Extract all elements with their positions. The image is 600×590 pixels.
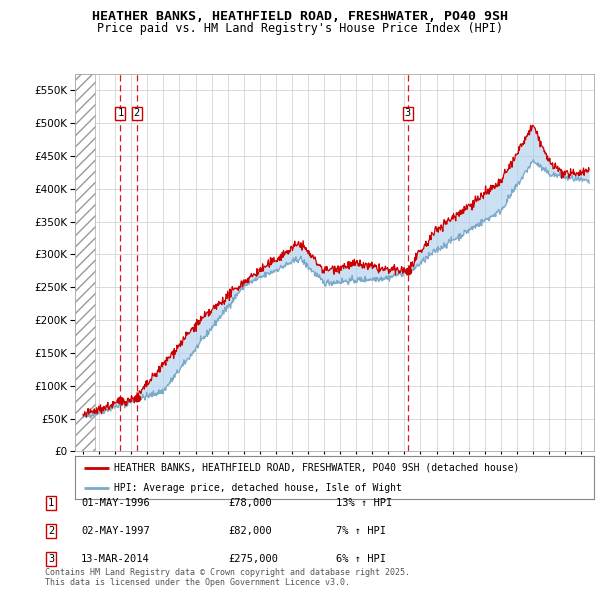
Text: 1: 1: [48, 498, 54, 507]
Text: Price paid vs. HM Land Registry's House Price Index (HPI): Price paid vs. HM Land Registry's House …: [97, 22, 503, 35]
Text: 13% ↑ HPI: 13% ↑ HPI: [336, 498, 392, 507]
Text: HEATHER BANKS, HEATHFIELD ROAD, FRESHWATER, PO40 9SH (detached house): HEATHER BANKS, HEATHFIELD ROAD, FRESHWAT…: [114, 463, 519, 473]
Text: 01-MAY-1996: 01-MAY-1996: [81, 498, 150, 507]
Text: 1: 1: [118, 109, 124, 119]
Text: £78,000: £78,000: [228, 498, 272, 507]
Text: 3: 3: [48, 554, 54, 563]
Text: HEATHER BANKS, HEATHFIELD ROAD, FRESHWATER, PO40 9SH: HEATHER BANKS, HEATHFIELD ROAD, FRESHWAT…: [92, 10, 508, 23]
Text: £82,000: £82,000: [228, 526, 272, 536]
Text: 02-MAY-1997: 02-MAY-1997: [81, 526, 150, 536]
Text: 2: 2: [133, 109, 140, 119]
Text: 7% ↑ HPI: 7% ↑ HPI: [336, 526, 386, 536]
Text: HPI: Average price, detached house, Isle of Wight: HPI: Average price, detached house, Isle…: [114, 483, 402, 493]
Text: 2: 2: [48, 526, 54, 536]
Text: 6% ↑ HPI: 6% ↑ HPI: [336, 554, 386, 563]
Text: 3: 3: [404, 109, 411, 119]
Text: Contains HM Land Registry data © Crown copyright and database right 2025.
This d: Contains HM Land Registry data © Crown c…: [45, 568, 410, 587]
Text: 13-MAR-2014: 13-MAR-2014: [81, 554, 150, 563]
Text: £275,000: £275,000: [228, 554, 278, 563]
